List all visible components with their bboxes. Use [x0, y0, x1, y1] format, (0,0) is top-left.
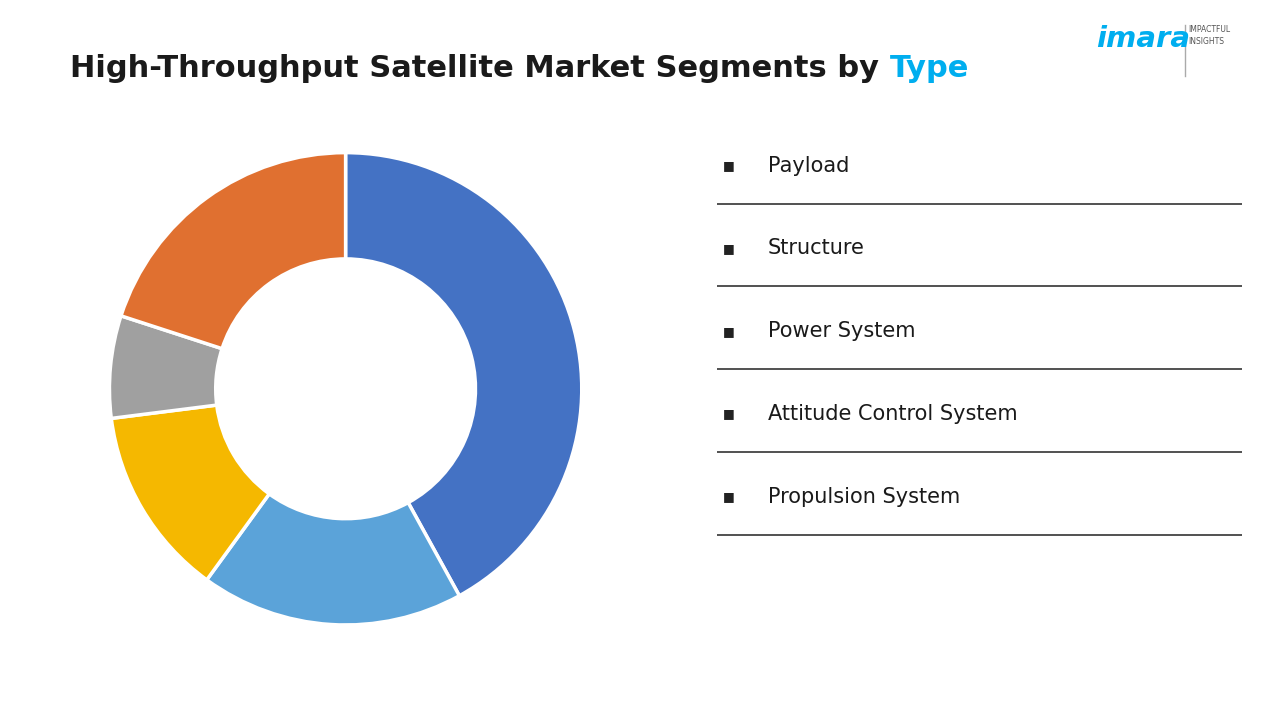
Text: ■: ■ [723, 242, 735, 255]
Text: ■: ■ [723, 325, 735, 338]
Text: Propulsion System: Propulsion System [768, 487, 960, 507]
Text: Type: Type [890, 54, 969, 83]
Wedge shape [109, 316, 221, 418]
Wedge shape [111, 405, 269, 580]
Text: ■: ■ [723, 490, 735, 503]
Text: High-Throughput Satellite Market Segments by: High-Throughput Satellite Market Segment… [70, 54, 890, 83]
Text: Attitude Control System: Attitude Control System [768, 404, 1018, 424]
Text: Power System: Power System [768, 321, 915, 341]
Text: Payload: Payload [768, 156, 850, 176]
Wedge shape [207, 494, 460, 625]
Wedge shape [122, 153, 346, 348]
Text: ■: ■ [723, 408, 735, 420]
Text: ■: ■ [723, 159, 735, 172]
Wedge shape [346, 153, 581, 595]
Text: imara: imara [1096, 25, 1189, 53]
Text: Structure: Structure [768, 238, 865, 258]
Text: IMPACTFUL
INSIGHTS: IMPACTFUL INSIGHTS [1188, 25, 1230, 46]
